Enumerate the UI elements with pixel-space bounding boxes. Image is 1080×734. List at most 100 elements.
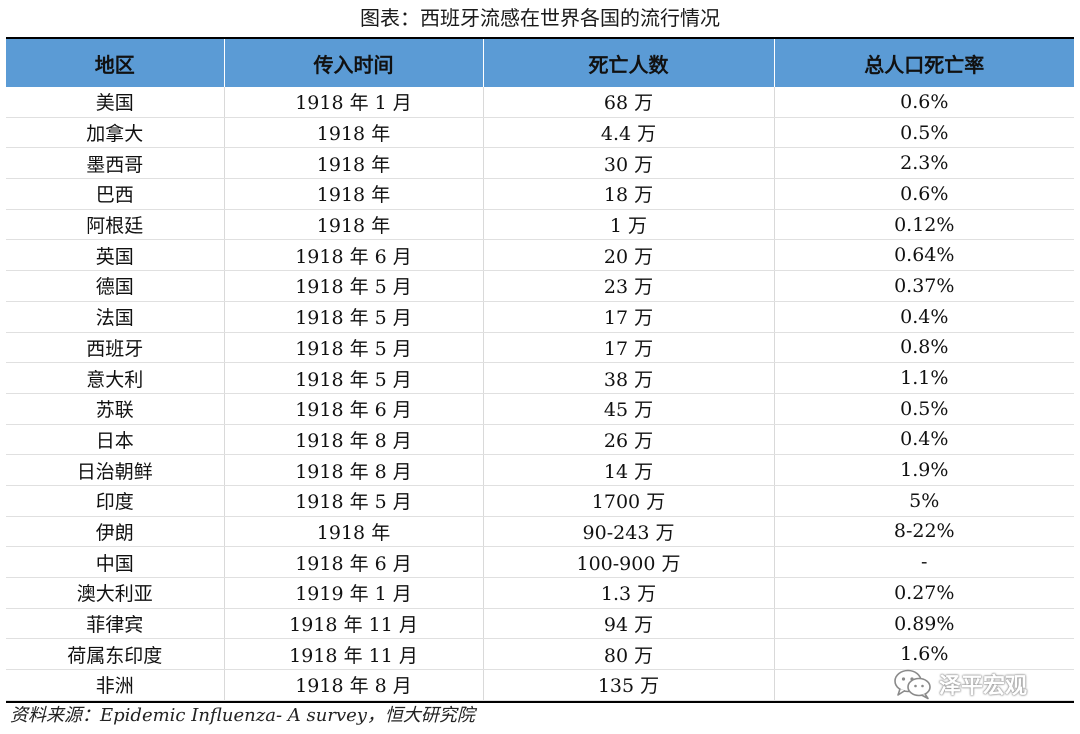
cell-mortality-rate: 2.3% [773,147,1074,180]
cell-mortality-rate: 0.89% [773,608,1074,640]
cell-region: 巴西 [6,178,225,210]
cell-arrival-time: 1918 年 [223,178,484,210]
cell-arrival-time: 1918 年 8 月 [223,669,484,701]
cell-region: 德国 [6,270,225,302]
cell-region: 墨西哥 [6,147,225,180]
table-row: 日治朝鲜 1918 年 8 月 14 万 1.9% [6,454,1074,486]
cell-mortality-rate: 8-22% [773,516,1074,548]
header-arrival-time: 传入时间 [223,39,484,87]
cell-mortality-rate: 5% [773,485,1074,517]
cell-mortality-rate: - [773,546,1074,578]
cell-mortality-rate: 0.8% [773,332,1074,364]
cell-arrival-time: 1918 年 6 月 [223,393,484,425]
cell-deaths: 4.4 万 [482,117,775,149]
table-row: 法国 1918 年 5 月 17 万 0.4% [6,301,1074,333]
table-row: 英国 1918 年 6 月 20 万 0.64% [6,239,1074,272]
table-row: 非洲 1918 年 8 月 135 万 [6,669,1074,701]
cell-deaths: 1700 万 [482,485,775,517]
cell-deaths: 20 万 [482,239,775,272]
table-row: 伊朗 1918 年 90-243 万 8-22% [6,516,1074,548]
cell-deaths: 17 万 [482,332,775,364]
cell-mortality-rate: 1.1% [773,362,1074,394]
table-row: 意大利 1918 年 5 月 38 万 1.1% [6,362,1074,394]
table-row: 澳大利亚 1919 年 1 月 1.3 万 0.27% [6,577,1074,609]
cell-mortality-rate: 1.9% [773,454,1074,486]
cell-arrival-time: 1918 年 8 月 [223,424,484,456]
cell-arrival-time: 1918 年 11 月 [223,638,484,671]
wechat-icon [894,669,931,700]
top-rule [6,37,1074,39]
table-row: 美国 1918 年 1 月 68 万 0.6% [6,87,1074,118]
cell-deaths: 100-900 万 [482,546,775,578]
cell-deaths: 90-243 万 [482,516,775,548]
source-note: 资料来源：Epidemic Influenza- A survey，恒大研究院 [10,705,475,726]
cell-mortality-rate: 0.12% [773,209,1074,241]
cell-deaths: 68 万 [482,87,775,118]
cell-deaths: 135 万 [482,669,775,701]
cell-region: 法国 [6,301,225,333]
table-row: 西班牙 1918 年 5 月 17 万 0.8% [6,332,1074,364]
cell-arrival-time: 1918 年 [223,147,484,180]
cell-deaths: 45 万 [482,393,775,425]
cell-region: 伊朗 [6,516,225,548]
cell-mortality-rate: 0.64% [773,239,1074,272]
header-region: 地区 [6,39,225,87]
cell-region: 西班牙 [6,332,225,364]
table-row: 中国 1918 年 6 月 100-900 万- [6,546,1074,578]
cell-region: 非洲 [6,669,225,701]
cell-arrival-time: 1918 年 [223,209,484,241]
cell-deaths: 94 万 [482,608,775,640]
cell-arrival-time: 1918 年 5 月 [223,270,484,302]
header-row: 地区 传入时间 死亡人数 总人口死亡率 [6,39,1074,87]
cell-region: 日本 [6,424,225,456]
cell-mortality-rate: 0.5% [773,393,1074,425]
cell-deaths: 14 万 [482,454,775,486]
data-table-container: 地区 传入时间 死亡人数 总人口死亡率 美国 1918 年 1 月 68 万 0.6%… [6,37,1074,703]
cell-region: 阿根廷 [6,209,225,241]
table-row: 德国 1918 年 5 月 23 万 0.37% [6,270,1074,302]
flu-table: 地区 传入时间 死亡人数 总人口死亡率 美国 1918 年 1 月 68 万 0.6%… [6,39,1074,701]
cell-region: 菲律宾 [6,608,225,640]
cell-region: 印度 [6,485,225,517]
cell-deaths: 38 万 [482,362,775,394]
cell-deaths: 18 万 [482,178,775,210]
cell-deaths: 1.3 万 [482,577,775,609]
cell-region: 中国 [6,546,225,578]
bottom-rule [6,700,1074,703]
cell-deaths: 17 万 [482,301,775,333]
cell-arrival-time: 1918 年 5 月 [223,362,484,394]
cell-arrival-time: 1918 年 6 月 [223,546,484,578]
cell-mortality-rate: 1.6% [773,638,1074,671]
cell-mortality-rate: 0.5% [773,117,1074,149]
cell-mortality-rate: 0.6% [773,87,1074,118]
cell-arrival-time: 1918 年 5 月 [223,332,484,364]
table-row: 印度 1918 年 5 月 1700 万 5% [6,485,1074,517]
cell-mortality-rate: 0.27% [773,577,1074,609]
watermark-text: 泽平宏观 [939,674,1028,699]
cell-mortality-rate: 0.4% [773,301,1074,333]
cell-region: 苏联 [6,393,225,425]
cell-mortality-rate: 0.37% [773,270,1074,302]
cell-arrival-time: 1918 年 [223,516,484,548]
table-row: 墨西哥 1918 年 30 万 2.3% [6,147,1074,180]
cell-deaths: 30 万 [482,147,775,180]
cell-region: 意大利 [6,362,225,394]
table-row: 苏联 1918 年 6 月 45 万 0.5% [6,393,1074,425]
cell-mortality-rate: 0.6% [773,178,1074,210]
cell-region: 澳大利亚 [6,577,225,609]
table-row: 日本 1918 年 8 月 26 万 0.4% [6,424,1074,456]
header-mortality-rate: 总人口死亡率 [773,39,1074,87]
cell-arrival-time: 1918 年 5 月 [223,301,484,333]
cell-region: 日治朝鲜 [6,454,225,486]
cell-region: 美国 [6,87,225,118]
cell-arrival-time: 1918 年 8 月 [223,454,484,486]
chart-title: 图表：西班牙流感在世界各国的流行情况 [360,6,720,30]
table-row: 加拿大 1918 年 4.4 万 0.5% [6,117,1074,149]
cell-arrival-time: 1918 年 [223,117,484,149]
cell-deaths: 1 万 [482,209,775,241]
cell-region: 加拿大 [6,117,225,149]
table-row: 菲律宾 1918 年 11 月 94 万 0.89% [6,608,1074,640]
header-deaths: 死亡人数 [482,39,775,87]
table-row: 巴西 1918 年 18 万 0.6% [6,178,1074,210]
